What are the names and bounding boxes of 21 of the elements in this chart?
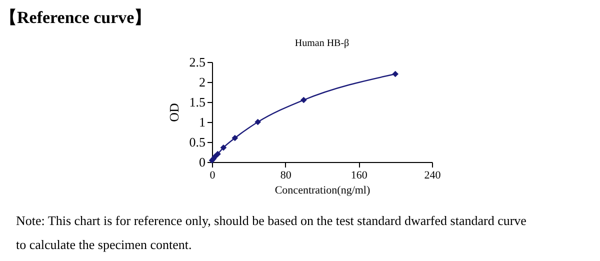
text: Note: This chart is for reference only, should be based on the test standard dwarfed standard curve to calculate the specimen content. xyxy=(16,213,527,252)
y-tick-label: 2.5 xyxy=(189,54,206,70)
y-tick-label: 0.5 xyxy=(189,134,206,150)
y-tick-label: 2 xyxy=(199,74,206,90)
text: 【Reference curve】 xyxy=(0,8,152,27)
point xyxy=(254,118,261,126)
x-tick-label: 160 xyxy=(350,170,368,182)
point xyxy=(220,144,227,151)
y-tick-label: 0 xyxy=(199,154,206,170)
y-axis-title: OD xyxy=(166,103,182,122)
x-tick-label: 80 xyxy=(280,170,292,182)
x-axis-title: Concentration(ng/ml) xyxy=(274,184,370,196)
point xyxy=(392,70,398,78)
point xyxy=(300,96,307,104)
point xyxy=(214,150,221,158)
x-tick-label: 0 xyxy=(210,170,216,182)
chart-subtitle: Human HB-β xyxy=(294,38,350,49)
x-tick-label: 240 xyxy=(424,170,442,182)
point xyxy=(232,134,238,142)
y-tick-label: 1 xyxy=(199,114,206,130)
y-tick-label: 1.5 xyxy=(189,94,206,110)
